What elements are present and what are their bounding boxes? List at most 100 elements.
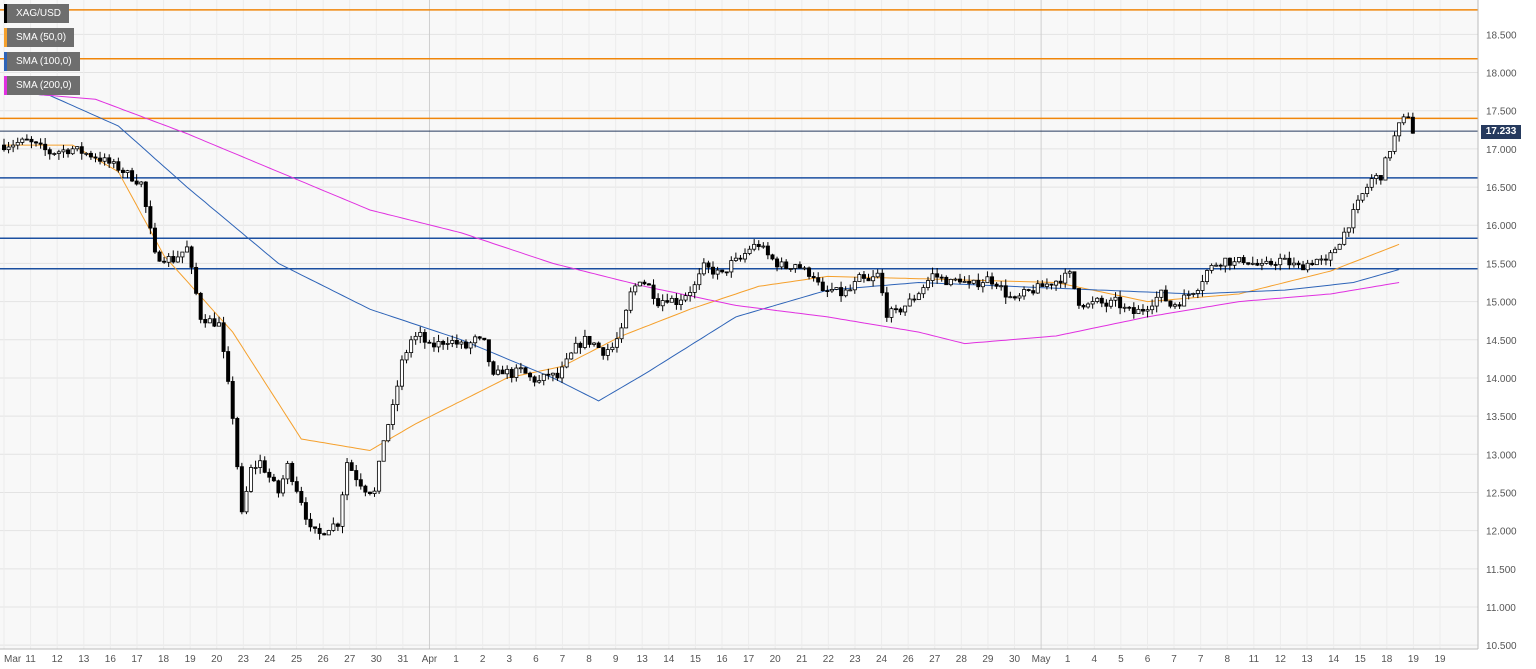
candle bbox=[285, 460, 290, 485]
candle bbox=[889, 306, 894, 323]
candle bbox=[79, 142, 84, 160]
candle bbox=[212, 312, 217, 328]
candle bbox=[1195, 288, 1200, 299]
candle bbox=[669, 295, 674, 303]
candle bbox=[1237, 257, 1242, 264]
candle bbox=[29, 136, 34, 149]
candle bbox=[1223, 257, 1228, 273]
candle bbox=[953, 277, 958, 282]
candle bbox=[587, 335, 592, 348]
candle bbox=[1232, 257, 1237, 270]
candle bbox=[637, 281, 642, 287]
x-tick-label: 20 bbox=[770, 654, 782, 665]
candle bbox=[646, 282, 651, 286]
candle bbox=[134, 174, 139, 186]
candle bbox=[1049, 283, 1054, 290]
candle bbox=[752, 239, 757, 252]
candle bbox=[994, 282, 999, 290]
candle bbox=[1319, 255, 1324, 265]
candle bbox=[829, 282, 834, 293]
y-tick-label: 17.500 bbox=[1486, 107, 1517, 118]
candle bbox=[244, 486, 249, 515]
candle bbox=[898, 307, 903, 316]
legend-item-price[interactable]: XAG/USD bbox=[4, 4, 70, 23]
candle bbox=[354, 464, 359, 487]
x-tick-label: Mar bbox=[4, 654, 22, 665]
candle bbox=[1209, 263, 1214, 274]
x-tick-label: 7 bbox=[560, 654, 566, 665]
candle bbox=[1118, 290, 1123, 315]
legend-swatch-sma200 bbox=[4, 76, 7, 95]
candle bbox=[797, 261, 802, 269]
candle bbox=[1218, 263, 1223, 271]
candle bbox=[765, 242, 770, 260]
legend-item-sma200[interactable]: SMA (200,0) bbox=[4, 76, 80, 95]
candle bbox=[596, 341, 601, 348]
x-tick-label: 12 bbox=[52, 654, 64, 665]
x-tick-label: 18 bbox=[1381, 654, 1393, 665]
candle bbox=[1012, 295, 1017, 301]
y-tick-label: 16.500 bbox=[1486, 183, 1517, 194]
candle bbox=[322, 532, 327, 536]
candle bbox=[1076, 288, 1081, 309]
candle bbox=[674, 293, 679, 310]
candle bbox=[967, 275, 972, 289]
candle bbox=[61, 144, 66, 158]
candle bbox=[976, 273, 981, 291]
candle bbox=[1067, 269, 1072, 278]
candle bbox=[1205, 269, 1210, 285]
candle bbox=[363, 484, 368, 497]
candle bbox=[299, 486, 304, 506]
candle bbox=[249, 464, 254, 493]
candle bbox=[445, 337, 450, 350]
candle bbox=[253, 460, 258, 475]
candle bbox=[93, 153, 98, 163]
x-tick-label: 19 bbox=[1408, 654, 1420, 665]
x-tick-label: 13 bbox=[1301, 654, 1313, 665]
candle bbox=[733, 252, 738, 262]
legend-item-sma100[interactable]: SMA (100,0) bbox=[4, 52, 80, 71]
candlesticks bbox=[2, 112, 1415, 540]
candle bbox=[1168, 300, 1173, 309]
candle bbox=[532, 375, 537, 387]
candle bbox=[24, 134, 29, 141]
candle bbox=[1177, 301, 1182, 309]
candle bbox=[20, 137, 25, 145]
candle bbox=[1136, 305, 1141, 314]
candle bbox=[619, 323, 624, 343]
candle bbox=[528, 371, 533, 381]
last-price-tag: 17.233 bbox=[1481, 125, 1521, 139]
x-tick-label: 15 bbox=[1355, 654, 1367, 665]
candle bbox=[230, 376, 235, 425]
candle bbox=[884, 286, 889, 322]
candle bbox=[871, 270, 876, 287]
candle bbox=[157, 250, 162, 262]
candle bbox=[1154, 291, 1159, 313]
candle bbox=[409, 335, 414, 358]
x-tick-label: 26 bbox=[318, 654, 330, 665]
x-tick-label: 17 bbox=[743, 654, 755, 665]
candle bbox=[1296, 260, 1301, 269]
candle bbox=[1008, 291, 1013, 299]
candle bbox=[747, 245, 752, 256]
plot-background bbox=[0, 0, 1478, 649]
x-tick-label: 11 bbox=[1249, 654, 1260, 665]
support-resistance-levels bbox=[0, 9, 1478, 270]
sma-200-line bbox=[3, 91, 1400, 345]
candle bbox=[130, 167, 135, 183]
candle bbox=[775, 256, 780, 272]
candle bbox=[1108, 297, 1113, 309]
x-tick-label: 7 bbox=[1171, 654, 1177, 665]
candle bbox=[399, 355, 404, 391]
x-tick-label: 4 bbox=[1092, 654, 1098, 665]
candle bbox=[258, 454, 263, 474]
legend-item-sma50[interactable]: SMA (50,0) bbox=[4, 28, 75, 47]
candle bbox=[678, 294, 683, 311]
candle bbox=[143, 181, 148, 213]
x-tick-label: 24 bbox=[876, 654, 888, 665]
candle bbox=[820, 277, 825, 292]
candle bbox=[171, 250, 176, 264]
y-tick-label: 18.000 bbox=[1486, 69, 1517, 80]
candle bbox=[340, 491, 345, 534]
